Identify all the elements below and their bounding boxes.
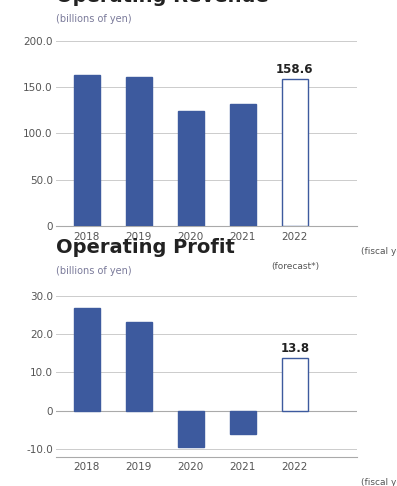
Bar — [126, 322, 152, 411]
Text: (forecast*): (forecast*) — [271, 262, 319, 271]
Bar — [230, 104, 256, 226]
Text: (fiscal year): (fiscal year) — [361, 478, 397, 486]
Text: Operating Profit: Operating Profit — [56, 238, 235, 257]
Text: (billions of yen): (billions of yen) — [56, 14, 131, 24]
Text: (billions of yen): (billions of yen) — [56, 266, 131, 276]
Bar — [74, 75, 100, 226]
Text: 13.8: 13.8 — [280, 342, 309, 355]
Bar — [74, 308, 100, 411]
Bar — [230, 411, 256, 434]
Bar — [126, 77, 152, 226]
Bar — [178, 411, 204, 447]
Text: (fiscal year): (fiscal year) — [361, 247, 397, 256]
Bar — [282, 358, 308, 411]
Bar — [178, 111, 204, 226]
Text: Operating Revenue: Operating Revenue — [56, 0, 268, 6]
Text: 158.6: 158.6 — [276, 63, 314, 76]
Bar — [282, 79, 308, 226]
